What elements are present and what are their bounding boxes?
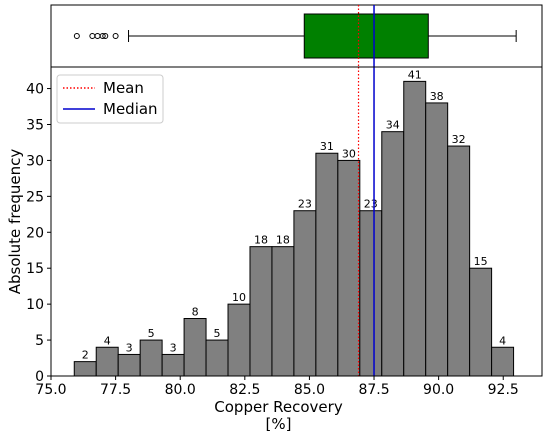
histogram-bar (227, 303, 251, 377)
y-tick-label: 35 (26, 117, 44, 133)
bar-count-label: 5 (148, 327, 155, 340)
histogram-bar (403, 80, 427, 377)
x-tick-label: 85.0 (294, 382, 325, 398)
bar-count-label: 32 (452, 133, 466, 146)
bar-count-label: 10 (232, 291, 246, 304)
legend-mean-label: Mean (103, 79, 144, 97)
x-tick-label: 87.5 (358, 382, 389, 398)
boxplot-outlier (73, 33, 80, 39)
bar-count-label: 23 (298, 198, 312, 211)
histogram-frame (50, 66, 543, 377)
y-tick-label: 25 (26, 189, 44, 205)
bar-count-label: 5 (214, 327, 221, 340)
histogram-bar (469, 267, 493, 377)
boxplot-outlier (99, 33, 106, 39)
boxplot-outlier (89, 33, 96, 39)
histogram-bar (359, 210, 383, 377)
y-tick-label: 0 (35, 369, 44, 385)
bar-count-label: 38 (430, 90, 444, 103)
histogram-bar (139, 339, 163, 377)
histogram-bar (491, 346, 515, 377)
histogram-bar (381, 131, 405, 377)
bar-count-label: 18 (254, 234, 268, 247)
boxplot-panel (50, 4, 543, 68)
x-tick-label: 82.5 (229, 382, 260, 398)
bar-count-label: 15 (474, 255, 488, 268)
bar-count-label: 8 (192, 306, 199, 319)
y-tick-label: 10 (26, 297, 44, 313)
histogram-bar (117, 353, 141, 377)
bar-count-label: 34 (386, 119, 400, 132)
histogram-bar (95, 346, 119, 377)
bar-count-label: 4 (499, 334, 506, 347)
x-tick-label: 92.5 (488, 382, 519, 398)
bar-count-label: 31 (320, 140, 334, 153)
bar-count-label: 18 (276, 234, 290, 247)
boxplot-outlier (94, 33, 101, 39)
x-tick-label: 75.0 (35, 382, 66, 398)
x-axis-title: Copper Recovery (214, 398, 343, 416)
histogram-bar (205, 339, 229, 377)
legend: Mean Median (56, 74, 164, 124)
x-axis-unit: [%] (266, 415, 292, 433)
boxplot-outlier (102, 33, 109, 39)
bar-count-label: 30 (342, 147, 356, 160)
y-tick-label: 40 (26, 82, 44, 98)
legend-box (56, 74, 164, 124)
histogram-bar (73, 361, 97, 377)
boxplot-outlier (112, 33, 119, 39)
histogram-bar (271, 246, 295, 377)
histogram-bar (337, 159, 361, 377)
bar-count-label: 2 (82, 349, 89, 362)
histogram-bar (161, 353, 185, 377)
bar-count-label: 23 (364, 198, 378, 211)
y-tick-label: 15 (26, 261, 44, 277)
bar-count-label: 3 (126, 341, 133, 354)
bar-count-label: 41 (408, 68, 422, 81)
histogram-bar (293, 210, 317, 377)
histogram-bar (425, 102, 449, 377)
x-tick-label: 90.0 (423, 382, 454, 398)
x-tick-label: 80.0 (165, 382, 196, 398)
bar-count-label: 3 (170, 341, 177, 354)
y-tick-label: 30 (26, 153, 44, 169)
y-tick-label: 20 (26, 225, 44, 241)
x-tick-label: 77.5 (100, 382, 131, 398)
bar-count-label: 4 (104, 334, 111, 347)
histogram-bar (249, 246, 273, 377)
y-axis-title: Absolute frequency (6, 149, 24, 295)
boxplot-box (303, 13, 429, 59)
y-tick-label: 5 (35, 333, 44, 349)
legend-median-label: Median (103, 100, 158, 118)
histogram-bar (315, 152, 339, 377)
histogram-bar (447, 145, 471, 377)
histogram-bar (183, 318, 207, 377)
